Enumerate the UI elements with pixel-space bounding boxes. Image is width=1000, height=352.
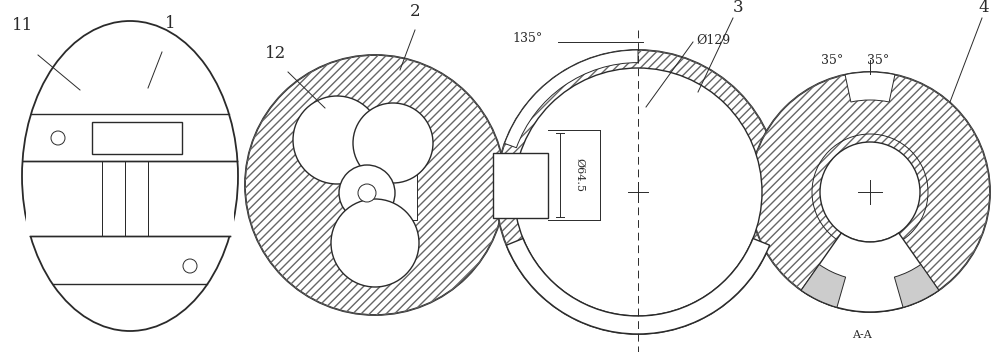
Text: 1: 1 — [165, 15, 176, 32]
Circle shape — [51, 131, 65, 145]
Text: 12: 12 — [265, 45, 286, 62]
Bar — [92, 122, 182, 154]
Wedge shape — [894, 264, 939, 307]
Circle shape — [339, 165, 395, 221]
Circle shape — [245, 55, 505, 315]
Circle shape — [293, 96, 381, 184]
Wedge shape — [801, 264, 846, 307]
Circle shape — [820, 142, 920, 242]
Bar — [26, 161, 234, 236]
Text: 135°: 135° — [513, 32, 543, 45]
Text: Ø64.5: Ø64.5 — [575, 158, 585, 192]
Circle shape — [514, 68, 762, 316]
Bar — [347, 165, 417, 220]
Text: 11: 11 — [12, 17, 33, 34]
Wedge shape — [505, 50, 638, 148]
Ellipse shape — [22, 21, 238, 331]
Bar — [493, 153, 548, 218]
Circle shape — [353, 103, 433, 183]
Circle shape — [358, 184, 376, 202]
Text: 35°: 35° — [821, 54, 843, 67]
Wedge shape — [845, 72, 895, 102]
Circle shape — [750, 72, 990, 312]
Text: Ø129: Ø129 — [696, 34, 730, 47]
Text: 3: 3 — [733, 0, 744, 16]
Wedge shape — [801, 233, 939, 312]
Text: 35°: 35° — [867, 54, 889, 67]
Text: A-A: A-A — [852, 330, 872, 340]
Circle shape — [496, 50, 780, 334]
Text: 4: 4 — [978, 0, 989, 16]
Circle shape — [331, 199, 419, 287]
Text: 2: 2 — [410, 3, 421, 20]
Wedge shape — [506, 238, 770, 334]
Circle shape — [183, 259, 197, 273]
